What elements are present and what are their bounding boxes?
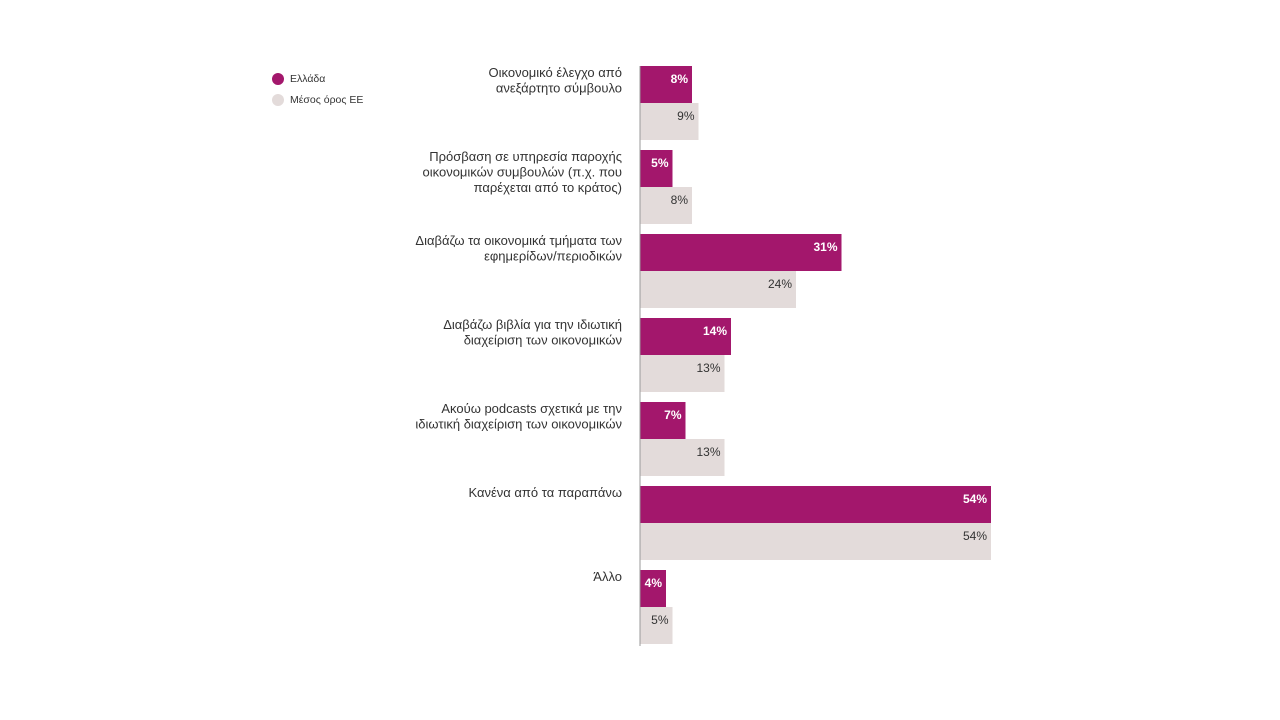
legend-label-eu-average: Μέσος όρος ΕΕ: [290, 93, 364, 106]
legend-label-greece: Ελλάδα: [290, 72, 326, 85]
value-label-greece: 14%: [703, 324, 727, 338]
bar-eu-average: [640, 271, 796, 308]
value-label-eu-average: 13%: [696, 361, 720, 375]
value-label-greece: 54%: [963, 492, 987, 506]
bar-greece: [640, 234, 842, 271]
bar-greece: [640, 150, 673, 187]
bar-greece: [640, 570, 666, 607]
value-label-eu-average: 8%: [671, 193, 689, 207]
value-label-eu-average: 5%: [651, 613, 669, 627]
bar-eu-average: [640, 187, 692, 224]
category-label: Άλλο: [593, 569, 622, 584]
bar-eu-average: [640, 355, 725, 392]
bar-greece: [640, 318, 731, 355]
category-label: Οικονομικό έλεγχο από ανεξάρτητο σύμβουλο: [489, 65, 623, 96]
bar-greece: [640, 402, 686, 439]
value-label-greece: 7%: [664, 408, 682, 422]
category-label: Κανένα από τα παραπάνω: [468, 485, 622, 500]
bar-eu-average: [640, 439, 725, 476]
bar-eu-average: [640, 523, 991, 560]
bar-eu-average: [640, 607, 673, 644]
legend-item-eu-average: Μέσος όρος ΕΕ: [272, 89, 363, 110]
value-label-greece: 31%: [813, 240, 837, 254]
value-label-greece: 5%: [651, 156, 669, 170]
bar-greece: [640, 486, 991, 523]
legend-item-greece: Ελλάδα: [272, 68, 363, 89]
category-label: Διαβάζω τα οικονομικά τμήματα των εφημερί…: [415, 233, 622, 264]
value-label-eu-average: 24%: [768, 277, 792, 291]
value-label-eu-average: 54%: [963, 529, 987, 543]
value-label-eu-average: 9%: [677, 109, 695, 123]
legend: Ελλάδα Μέσος όρος ΕΕ: [272, 68, 363, 110]
value-label-greece: 8%: [671, 72, 689, 86]
bar-greece: [640, 66, 692, 103]
legend-swatch-greece: [272, 72, 284, 85]
value-label-eu-average: 13%: [696, 445, 720, 459]
category-label: Πρόσβαση σε υπηρεσία παροχής οικονομικών …: [423, 149, 623, 195]
value-label-greece: 4%: [645, 576, 663, 590]
category-label: Διαβάζω βιβλία για την ιδιωτική διαχείρισ…: [443, 317, 622, 348]
category-label: Ακούω podcasts σχετικά με την ιδιωτική δι…: [415, 401, 622, 432]
bar-eu-average: [640, 103, 699, 140]
legend-swatch-eu-average: [272, 93, 284, 106]
